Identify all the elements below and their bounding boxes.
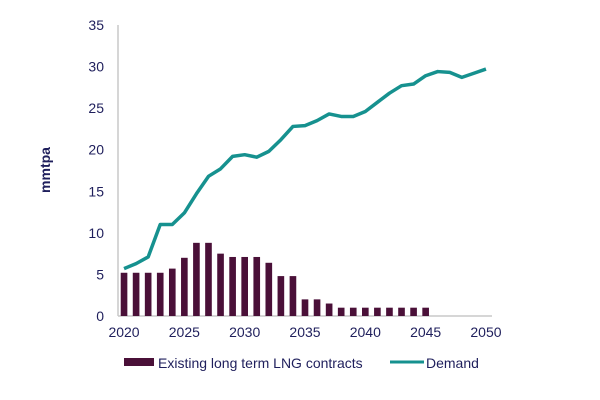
bar-2024: [168, 268, 176, 316]
bar-2041: [374, 307, 381, 316]
bar-2031: [253, 256, 261, 316]
bar-2032: [265, 262, 273, 316]
bar-2039: [349, 307, 357, 316]
bar-2029: [229, 256, 236, 316]
y-tick-label: 35: [88, 17, 104, 33]
y-tick-label: 30: [88, 59, 104, 75]
bar-2044: [410, 307, 417, 316]
bar-2036: [313, 299, 321, 316]
bar-2026: [193, 242, 200, 316]
y-axis-label: mmtpa: [37, 147, 53, 193]
legend: Existing long term LNG contracts Demand: [124, 355, 479, 371]
bar-2030: [241, 256, 248, 316]
bar-2034: [289, 276, 297, 316]
y-tick-label: 15: [88, 183, 104, 199]
y-tick-label: 5: [96, 266, 104, 282]
x-tick-label: 2035: [289, 324, 320, 340]
bar-2037: [325, 303, 333, 316]
bar-2027: [205, 242, 212, 316]
bar-2040: [362, 307, 369, 316]
x-tick-label: 2025: [169, 324, 200, 340]
bar-2042: [386, 307, 393, 316]
x-tick-label: 2040: [350, 324, 381, 340]
legend-label-contracts: Existing long term LNG contracts: [158, 355, 363, 371]
bar-2045: [422, 307, 429, 316]
x-tick-label: 2030: [229, 324, 260, 340]
y-tick-label: 0: [96, 308, 104, 324]
y-tick-label: 20: [88, 142, 104, 158]
bar-2020: [120, 272, 128, 316]
y-tick-label: 10: [88, 225, 104, 241]
x-tick-label: 2050: [470, 324, 501, 340]
bar-2038: [337, 307, 345, 316]
bar-2028: [217, 253, 224, 316]
legend-label-demand: Demand: [426, 355, 479, 371]
legend-swatch-contracts: [124, 358, 154, 366]
bar-2035: [301, 299, 309, 316]
x-tick-label: 2020: [108, 324, 139, 340]
bar-2025: [181, 257, 188, 316]
bar-2033: [277, 276, 285, 316]
bar-2043: [398, 307, 405, 316]
demand-line: [123, 67, 487, 271]
bar-2022: [144, 272, 152, 316]
bar-2021: [132, 272, 140, 316]
x-tick-label: 2045: [410, 324, 441, 340]
bar-2023: [156, 272, 164, 316]
y-tick-label: 25: [88, 100, 104, 116]
